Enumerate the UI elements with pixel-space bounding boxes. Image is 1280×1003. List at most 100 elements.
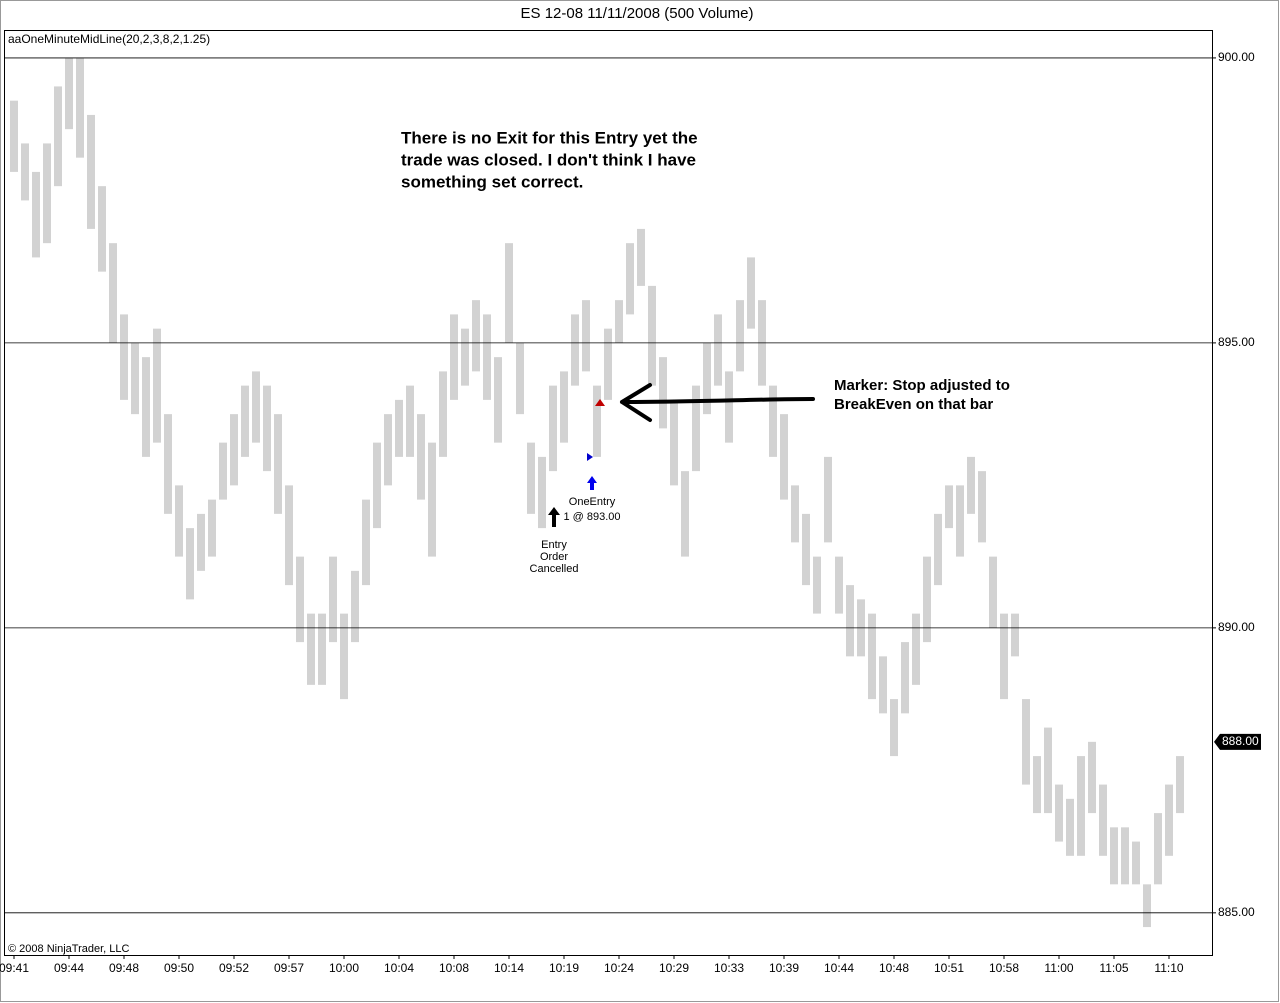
price-bar xyxy=(846,585,854,657)
x-tick-label: 09:48 xyxy=(109,961,139,975)
price-bar xyxy=(527,442,535,514)
price-bar xyxy=(802,513,810,586)
price-bar xyxy=(967,456,975,514)
price-bar xyxy=(615,300,623,343)
price-bar xyxy=(1011,613,1019,657)
price-bar xyxy=(120,314,128,400)
price-bar xyxy=(1000,613,1008,700)
price-bar xyxy=(472,300,480,372)
marker-note: BreakEven on that bar xyxy=(834,396,993,413)
price-bar xyxy=(197,513,205,571)
price-bar xyxy=(582,300,590,372)
price-bar xyxy=(868,613,876,700)
stop-marker xyxy=(595,399,605,406)
price-bar xyxy=(879,656,887,714)
cancel-label: Entry xyxy=(541,539,567,551)
cancel-label: Cancelled xyxy=(530,563,579,575)
price-bar xyxy=(241,385,249,457)
x-tick-label: 10:14 xyxy=(494,961,524,975)
fill-marker xyxy=(587,453,593,461)
price-bar xyxy=(362,499,370,586)
price-bar xyxy=(1154,813,1162,885)
x-tick-label: 09:44 xyxy=(54,961,84,975)
entry-label: 1 @ 893.00 xyxy=(563,511,620,523)
price-bar xyxy=(571,314,579,386)
x-tick-label: 10:33 xyxy=(714,961,744,975)
price-bar xyxy=(549,385,557,472)
price-bar xyxy=(428,442,436,557)
price-bar xyxy=(1165,784,1173,856)
x-tick-label: 10:48 xyxy=(879,961,909,975)
price-bar xyxy=(186,528,194,600)
price-bar xyxy=(956,485,964,557)
price-bar xyxy=(934,513,942,586)
price-bar xyxy=(87,114,95,229)
price-bar xyxy=(351,570,359,643)
pointer-arrow xyxy=(620,383,815,422)
price-bar xyxy=(901,642,909,714)
price-bar xyxy=(1110,827,1118,885)
annotation-line: There is no Exit for this Entry yet the xyxy=(401,128,698,147)
annotation-line: trade was closed. I don't think I have xyxy=(401,150,696,169)
price-bar xyxy=(131,342,139,415)
price-bar xyxy=(10,100,18,172)
x-tick-label: 10:58 xyxy=(989,961,1019,975)
last-price-label: 888.00 xyxy=(1222,734,1259,748)
price-bar xyxy=(164,414,172,514)
price-bar xyxy=(703,342,711,415)
price-bar xyxy=(538,456,546,529)
price-bar xyxy=(736,300,744,372)
cancel-label: Order xyxy=(540,551,568,563)
price-bar xyxy=(175,485,183,557)
price-bar xyxy=(219,442,227,500)
entry-label: OneEntry xyxy=(569,496,616,508)
chart-title: ES 12-08 11/11/2008 (500 Volume) xyxy=(521,5,754,22)
x-tick-label: 09:52 xyxy=(219,961,249,975)
price-bar xyxy=(230,414,238,486)
x-tick-label: 10:19 xyxy=(549,961,579,975)
price-bar xyxy=(593,385,601,457)
x-tick-label: 10:51 xyxy=(934,961,964,975)
price-bar xyxy=(43,143,51,244)
price-bar xyxy=(505,243,513,343)
price-bar xyxy=(1088,741,1096,814)
x-tick-label: 09:41 xyxy=(0,961,29,975)
price-bar xyxy=(1077,756,1085,856)
entry-arrow xyxy=(587,476,597,490)
price-bar xyxy=(329,556,337,643)
y-tick-label: 885.00 xyxy=(1218,905,1255,919)
cancel-arrow xyxy=(548,507,560,527)
price-bar xyxy=(681,471,689,557)
price-bar xyxy=(945,485,953,529)
x-tick-label: 11:10 xyxy=(1154,961,1183,975)
price-bar xyxy=(1055,784,1063,842)
x-tick-label: 10:24 xyxy=(604,961,634,975)
y-tick-label: 900.00 xyxy=(1218,50,1255,64)
price-bar xyxy=(340,613,348,700)
price-bar xyxy=(516,342,524,415)
price-bar xyxy=(813,556,821,614)
x-tick-label: 10:08 xyxy=(439,961,469,975)
price-bar xyxy=(417,414,425,500)
price-bar xyxy=(835,556,843,614)
price-bar xyxy=(912,613,920,685)
price-bar xyxy=(296,556,304,643)
price-bar xyxy=(791,485,799,543)
price-bar xyxy=(494,357,502,443)
price-bar xyxy=(1066,798,1074,856)
price-bar xyxy=(142,357,150,457)
x-tick-label: 11:00 xyxy=(1044,961,1073,975)
x-tick-label: 09:50 xyxy=(164,961,194,975)
price-bar xyxy=(439,371,447,457)
price-bar xyxy=(659,357,667,429)
price-bar xyxy=(1022,699,1030,785)
price-bar xyxy=(252,371,260,443)
price-bar xyxy=(285,485,293,586)
last-price-tag xyxy=(1214,733,1261,750)
price-bar xyxy=(109,243,117,343)
price-bar xyxy=(461,328,469,386)
indicator-label: aaOneMinuteMidLine(20,2,3,8,2,1.25) xyxy=(8,32,210,46)
price-bar xyxy=(307,613,315,685)
price-bar xyxy=(21,143,29,201)
y-tick-label: 890.00 xyxy=(1218,620,1255,634)
